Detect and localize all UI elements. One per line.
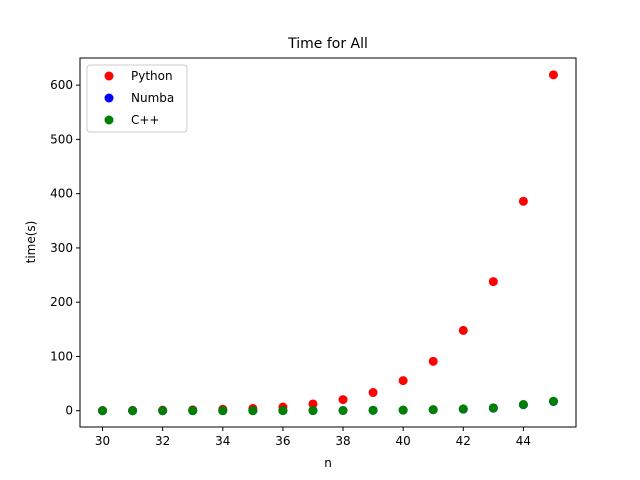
x-tick-label: 44 (516, 434, 531, 448)
data-point (128, 406, 138, 416)
data-point (308, 406, 318, 416)
x-axis: 30 32 34 36 38 40 42 44 (95, 427, 531, 448)
x-tick-label: 34 (215, 434, 230, 448)
y-tick-label: 500 (50, 132, 73, 146)
chart-title: Time for All (287, 36, 368, 52)
data-point (338, 395, 348, 405)
data-point (398, 405, 408, 415)
y-axis-label: time(s) (24, 221, 38, 264)
axes-frame (79, 57, 577, 428)
legend: Python Numba C++ (86, 64, 188, 133)
data-point (278, 406, 288, 416)
y-tick-label: 100 (50, 349, 73, 363)
data-point (518, 399, 528, 409)
legend-label: Python (131, 69, 173, 83)
x-tick-label: 40 (396, 434, 411, 448)
y-axis: 0 100 200 300 400 500 600 (50, 78, 80, 418)
legend-marker (104, 115, 114, 125)
data-point (548, 396, 558, 406)
data-point (488, 277, 498, 287)
legend-label: Numba (131, 91, 174, 105)
data-point (548, 70, 558, 80)
x-tick-label: 30 (95, 434, 110, 448)
x-tick-label: 36 (275, 434, 290, 448)
plot-area (98, 70, 558, 416)
data-point (398, 376, 408, 386)
y-tick-label: 400 (50, 187, 73, 201)
data-point (458, 404, 468, 414)
data-point (368, 405, 378, 415)
data-point (488, 403, 498, 413)
data-point (368, 388, 378, 398)
series-c- (98, 396, 558, 416)
y-tick-label: 200 (50, 295, 73, 309)
data-point (248, 406, 258, 416)
x-tick-label: 42 (456, 434, 471, 448)
y-tick-label: 600 (50, 78, 73, 92)
legend-marker (104, 93, 114, 103)
legend-label: C++ (131, 113, 160, 127)
data-point (518, 196, 528, 206)
x-axis-label: n (324, 456, 332, 470)
x-tick-label: 38 (335, 434, 350, 448)
data-point (428, 356, 438, 366)
data-point (218, 406, 228, 416)
data-point (338, 405, 348, 415)
data-point (158, 406, 168, 416)
data-point (458, 325, 468, 335)
data-point (428, 405, 438, 415)
y-tick-label: 300 (50, 241, 73, 255)
legend-box (86, 64, 188, 133)
legend-marker (104, 71, 114, 81)
data-point (188, 406, 198, 416)
y-tick-label: 0 (65, 404, 73, 418)
data-point (98, 406, 108, 416)
x-tick-label: 32 (155, 434, 170, 448)
data-point (308, 399, 318, 409)
